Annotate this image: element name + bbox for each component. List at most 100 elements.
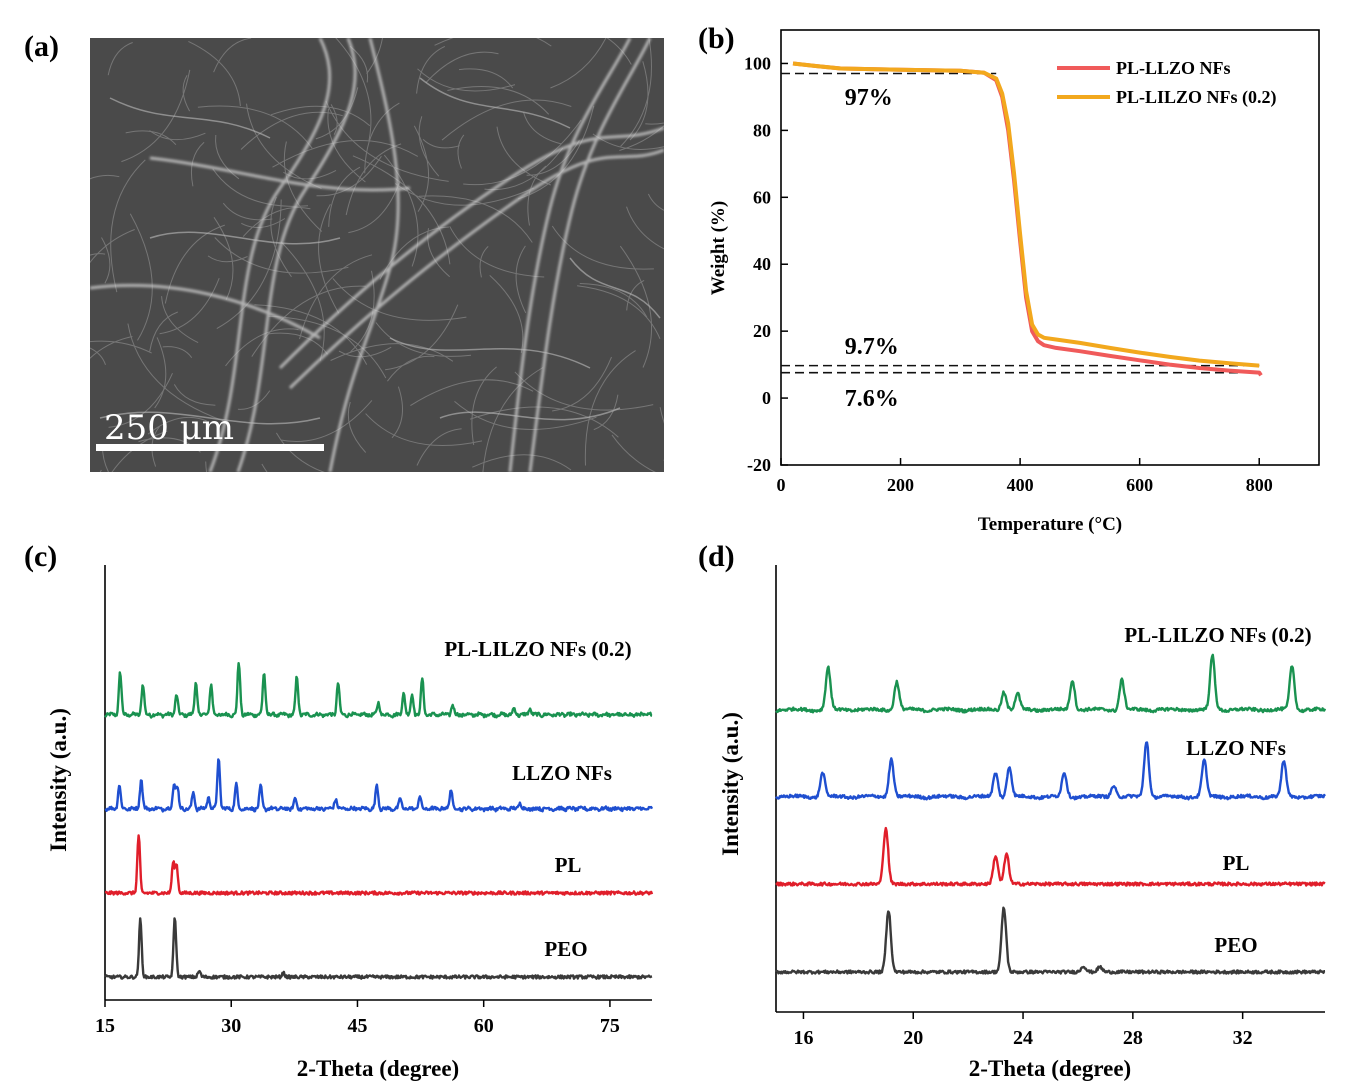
sem-fine-fiber [90,336,133,360]
sem-fine-fiber [523,112,562,145]
sem-fine-fiber [280,400,373,442]
sem-fine-fiber [127,323,224,422]
xrd-zoom-series-pl [775,826,1326,887]
sem-fine-fiber [173,384,216,406]
sem-fine-fiber [385,304,459,371]
sem-fine-fiber [315,87,359,140]
xrd-wide-series-label: PL-LILZO NFs (0.2) [444,637,631,661]
xrd-wide-y-axis-label: Intensity (a.u.) [46,708,71,852]
tga-chart: 0 200 400 600 800 -20 0 20 40 60 80 100 97% 9.7% 7.6… [708,29,1320,535]
tga-x-tick-label: 600 [1126,475,1153,495]
sem-fine-fiber [365,413,483,446]
xrd-wide-x-axis-label: 2-Theta (degree) [297,1056,459,1081]
sem-fine-fiber [327,108,366,183]
panel-label-a: (a) [24,30,59,63]
tga-series-pl-lilzo-nfs-0-2 [792,61,1260,368]
xrd-zoom-x-tick-label: 32 [1233,1027,1253,1049]
sem-fine-fiber [215,134,240,180]
tga-y-ticks: -20 0 20 40 60 80 100 [744,53,788,475]
sem-fine-fiber [149,130,206,141]
xrd-zoom-series [775,653,1327,975]
sem-fine-fiber [225,328,299,367]
xrd-wide-x-ticks: 15 30 45 60 75 [95,1000,620,1037]
sem-fine-fiber [190,141,205,187]
xrd-zoom-x-tick-label: 16 [793,1027,813,1049]
sem-fine-fiber [213,217,234,301]
tga-annotation: 7.6% [845,386,899,412]
sem-fine-fiber [441,99,572,141]
sem-fine-fiber [645,122,664,125]
sem-scale-label: 250 μm [104,408,235,448]
sem-fine-fiber [216,199,282,330]
sem-fine-fiber [121,69,191,163]
sem-fine-fiber [626,279,645,311]
xrd-wide-series-pl [104,834,654,896]
tga-y-tick-label: 0 [762,388,771,408]
sem-fine-fiber [299,254,373,340]
xrd-zoom-x-tick-label: 20 [903,1027,923,1049]
tga-y-axis-label: Weight (%) [708,201,729,295]
tga-legend: PL-LLZO NFs PL-LILZO NFs (0.2) [1057,58,1277,108]
tga-annotation: 9.7% [845,334,899,360]
xrd-zoom-series-label: PEO [1214,933,1257,957]
sem-fine-fiber [619,124,664,151]
sem-fiber-texture [90,38,664,472]
sem-fine-fiber [316,155,382,197]
sem-fine-fiber [129,213,153,341]
sem-fine-fiber [425,51,499,84]
sem-fine-fiber [154,337,167,409]
sem-fine-fiber [496,126,551,186]
sem-fine-fiber [352,155,451,265]
sem-fine-fiber [164,224,225,304]
sem-fine-fiber [330,343,454,362]
tga-y-tick-label: 60 [753,187,771,207]
sem-fine-fiber [111,430,168,472]
sem-fine-fiber [417,68,516,92]
sem-fine-fiber [482,367,544,472]
xrd-wide-series-pl-lilzo-nfs-0-2 [104,662,653,719]
sem-fine-fiber [283,169,337,180]
sem-fine-fiber [416,428,462,466]
sem-fine-fiber [207,255,248,263]
sem-fine-fiber [330,104,338,135]
sem-fine-fiber [454,401,597,430]
sem-fine-fiber [479,246,489,278]
sem-fine-fiber [338,346,392,358]
sem-fine-fiber [347,401,367,453]
tga-legend-label: PL-LLZO NFs [1116,58,1231,78]
tga-x-axis-label: Temperature (°C) [978,514,1122,535]
sem-fine-fiber [366,38,383,75]
sem-fine-fiber [147,416,207,435]
sem-fine-fiber [325,100,449,182]
sem-fine-fiber [328,166,361,227]
sem-fine-fiber [125,130,177,146]
xrd-wide-x-tick-label: 75 [600,1015,620,1037]
xrd-wide-x-tick-label: 15 [95,1015,115,1037]
xrd-zoom-x-ticks: 16 20 24 28 32 [793,1012,1253,1049]
tga-series [792,61,1263,377]
xrd-zoom-x-axis-label: 2-Theta (degree) [969,1056,1131,1081]
sem-fine-fiber [606,38,632,65]
sem-fine-fiber [593,394,619,431]
xrd-chart-zoom: PL-LILZO NFs (0.2) LLZO NFs PL PEO 16 20 24 28… [718,565,1327,1081]
xrd-zoom-series-pl-lilzo-nfs-0-2 [775,653,1327,714]
sem-fine-fiber [161,296,199,344]
sem-fine-fiber [386,355,435,382]
xrd-wide-series-label: PL [555,853,582,877]
tga-x-tick-label: 400 [1007,475,1034,495]
tga-annotations: 97% 9.7% 7.6% [845,85,899,412]
sem-fine-fiber [611,434,657,472]
sem-fine-fiber [159,278,220,335]
xrd-zoom-series-label: PL [1223,851,1250,875]
sem-fine-fiber [418,116,440,177]
sem-fine-fiber [375,322,472,357]
sem-fine-fiber [472,454,572,471]
sem-fine-fiber [90,253,106,256]
sem-fine-fiber [268,332,329,355]
xrd-wide-x-tick-label: 30 [221,1015,241,1037]
panel-label-c: (c) [24,540,58,573]
sem-fine-fiber [241,218,286,228]
sem-fine-fiber [394,183,534,206]
sem-fine-fiber [449,226,545,278]
sem-fine-fiber [619,245,653,368]
